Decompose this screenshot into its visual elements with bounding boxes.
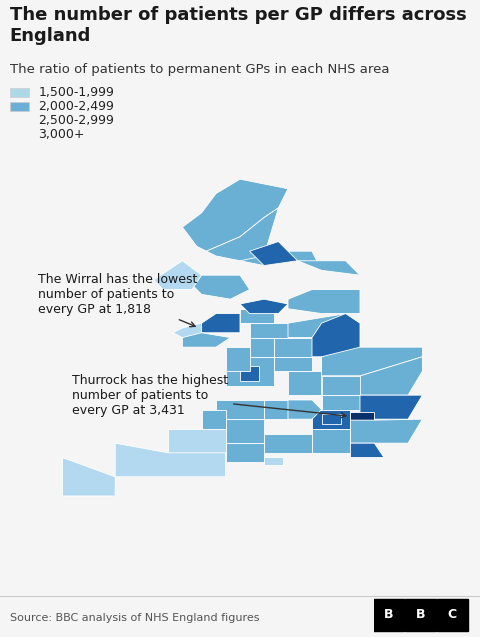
Polygon shape [274, 338, 312, 357]
FancyBboxPatch shape [10, 89, 29, 97]
Polygon shape [360, 395, 422, 419]
Polygon shape [182, 333, 230, 347]
Polygon shape [312, 429, 350, 453]
Polygon shape [202, 410, 226, 429]
Text: The ratio of patients to permanent GPs in each NHS area: The ratio of patients to permanent GPs i… [10, 63, 389, 76]
Polygon shape [182, 179, 288, 251]
Polygon shape [62, 457, 115, 496]
FancyBboxPatch shape [10, 129, 29, 139]
Polygon shape [250, 338, 274, 357]
Polygon shape [168, 429, 226, 453]
Polygon shape [274, 357, 312, 371]
Polygon shape [322, 376, 360, 395]
Polygon shape [216, 400, 264, 419]
Polygon shape [312, 313, 360, 357]
Text: 2,500-2,999: 2,500-2,999 [38, 114, 114, 127]
Text: Source: BBC analysis of NHS England figures: Source: BBC analysis of NHS England figu… [10, 613, 259, 623]
Text: C: C [447, 608, 457, 621]
FancyBboxPatch shape [10, 116, 29, 125]
Polygon shape [322, 357, 422, 395]
Polygon shape [288, 290, 360, 313]
FancyBboxPatch shape [10, 102, 29, 111]
Polygon shape [226, 357, 274, 385]
Polygon shape [288, 313, 360, 338]
Polygon shape [240, 309, 274, 323]
Text: 3,000+: 3,000+ [38, 127, 85, 141]
Polygon shape [264, 434, 312, 453]
Text: Thurrock has the highest
number of patients to
every GP at 3,431: Thurrock has the highest number of patie… [72, 374, 346, 418]
FancyBboxPatch shape [437, 599, 468, 631]
Polygon shape [173, 323, 202, 338]
Polygon shape [312, 410, 350, 429]
Polygon shape [350, 419, 422, 443]
Polygon shape [206, 208, 278, 261]
Polygon shape [322, 414, 341, 424]
Polygon shape [322, 347, 422, 376]
Polygon shape [240, 299, 288, 313]
Text: The Wirral has the lowest
number of patients to
every GP at 1,818: The Wirral has the lowest number of pati… [38, 273, 198, 327]
Polygon shape [226, 419, 264, 443]
Polygon shape [240, 366, 259, 381]
Polygon shape [264, 457, 283, 465]
Polygon shape [322, 395, 360, 410]
Polygon shape [288, 371, 322, 395]
Polygon shape [202, 313, 240, 333]
Polygon shape [226, 347, 250, 371]
Text: 2,000-2,499: 2,000-2,499 [38, 100, 114, 113]
Polygon shape [182, 275, 250, 299]
Text: B: B [384, 608, 394, 621]
Text: B: B [416, 608, 425, 621]
Polygon shape [250, 241, 298, 266]
FancyBboxPatch shape [405, 599, 436, 631]
FancyBboxPatch shape [373, 599, 404, 631]
Polygon shape [298, 261, 360, 275]
Polygon shape [288, 400, 322, 419]
Polygon shape [240, 251, 322, 270]
Polygon shape [250, 323, 288, 338]
Text: 1,500-1,999: 1,500-1,999 [38, 87, 114, 99]
Polygon shape [115, 443, 226, 476]
Text: The number of patients per GP differs across
England: The number of patients per GP differs ac… [10, 6, 467, 45]
Polygon shape [154, 261, 202, 290]
Polygon shape [350, 412, 374, 420]
Polygon shape [226, 443, 264, 462]
Polygon shape [350, 443, 384, 457]
Polygon shape [264, 400, 312, 419]
